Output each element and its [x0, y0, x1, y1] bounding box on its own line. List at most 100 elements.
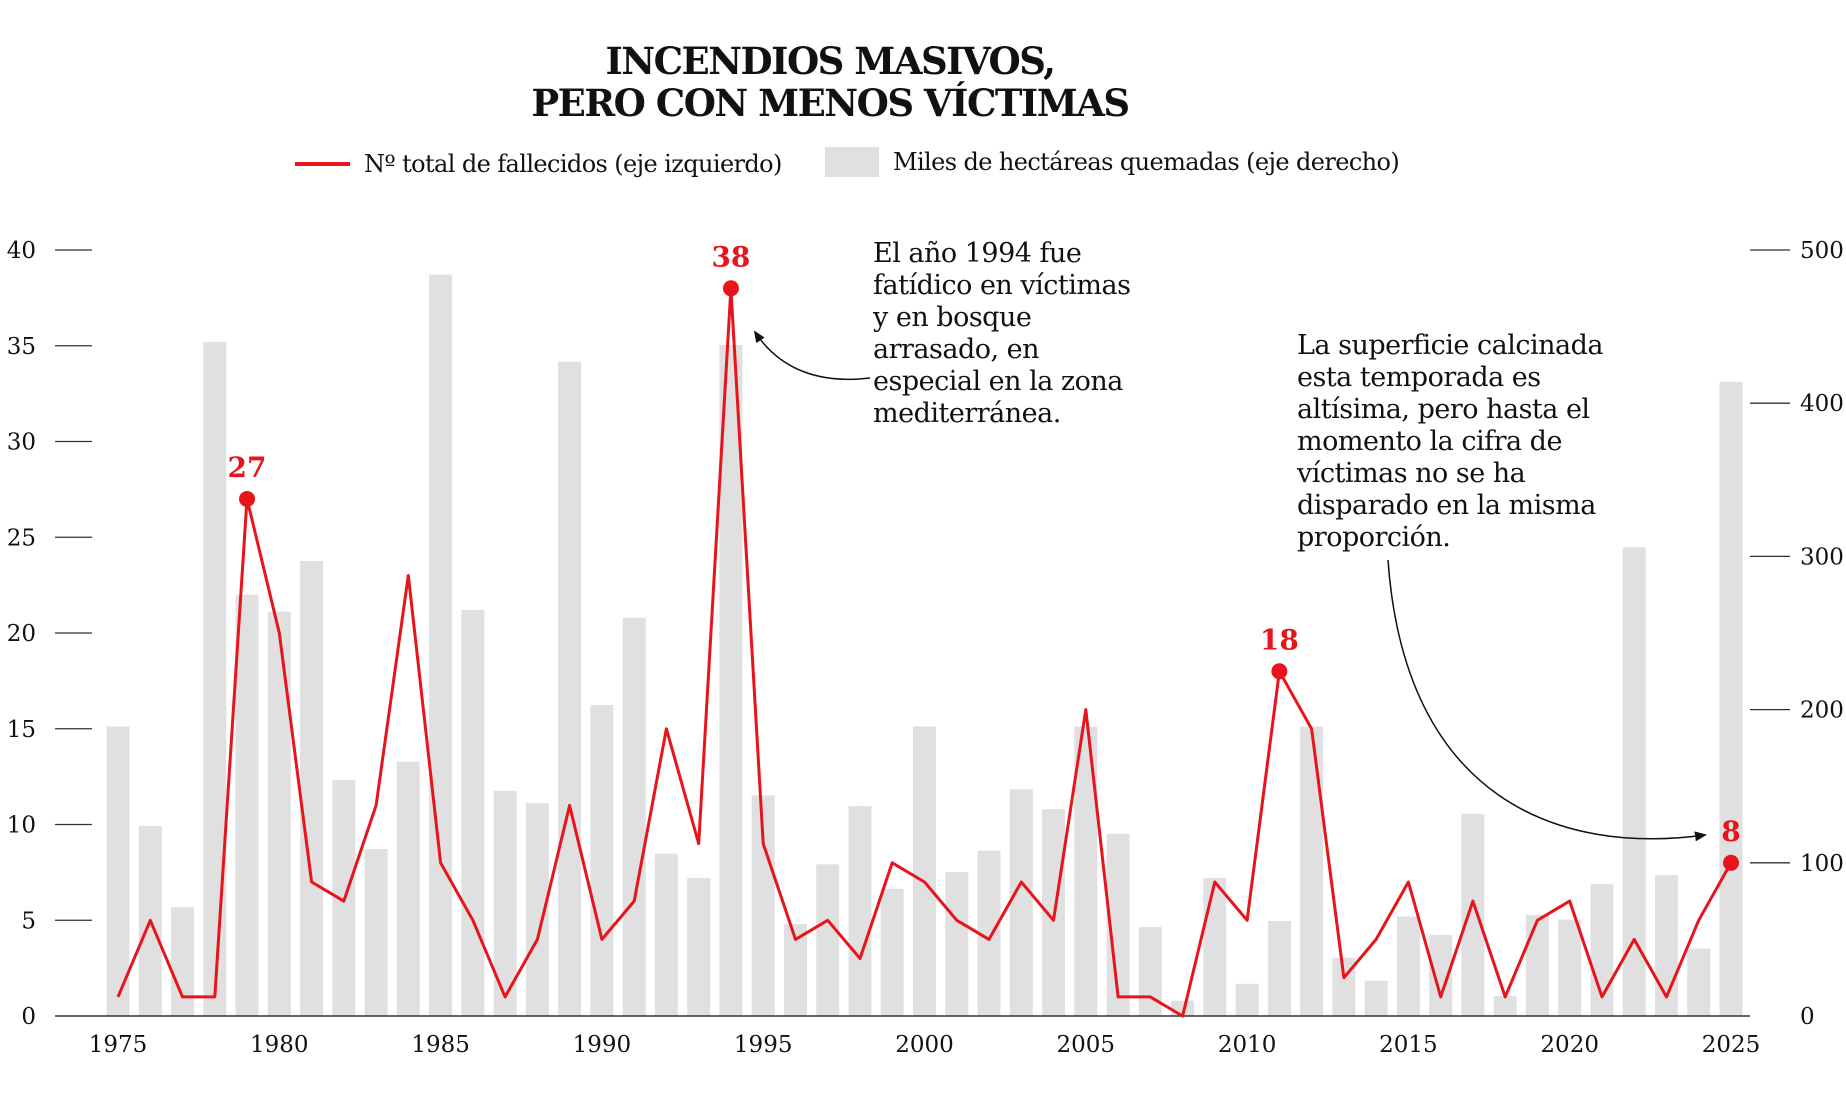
- bar-hectares-1978: [203, 341, 227, 1016]
- bar-hectares-1975: [106, 726, 130, 1016]
- y-left-tick-label-25: 25: [7, 525, 36, 551]
- annotation-1994-line-6: mediterránea.: [873, 398, 1061, 429]
- data-label-2011: 18: [1260, 623, 1299, 656]
- bar-hectares-2000: [913, 726, 936, 1016]
- x-tick-label-2015: 2015: [1379, 1032, 1438, 1058]
- annotation-1994-line-1: El año 1994 fue: [873, 238, 1082, 269]
- bar-hectares-1996: [784, 924, 807, 1016]
- y-right-tick-label-300: 300: [1800, 544, 1844, 570]
- bar-hectares-1995: [751, 795, 775, 1016]
- title-line-2: PERO CON MENOS VÍCTIMAS: [531, 81, 1130, 125]
- data-label-1994: 38: [711, 240, 750, 273]
- bar-hectares-1986: [461, 610, 485, 1016]
- x-tick-label-2010: 2010: [1218, 1032, 1277, 1058]
- bar-hectares-2015: [1396, 916, 1420, 1016]
- y-right-tick-label-0: 0: [1800, 1004, 1815, 1030]
- annotation-2025-line-3: altísima, pero hasta el: [1297, 394, 1590, 425]
- bar-hectares-2024: [1687, 948, 1711, 1016]
- annotation-1994: El año 1994 fue fatídico en víctimas y e…: [873, 238, 1131, 430]
- x-tick-label-1985: 1985: [411, 1032, 470, 1058]
- bar-hectares-2002: [977, 850, 1001, 1016]
- bar-hectares-2005: [1074, 726, 1098, 1016]
- line-deaths: [116, 286, 1733, 1018]
- bar-hectares-1997: [816, 864, 840, 1016]
- y-right-tick-label-100: 100: [1800, 851, 1844, 877]
- bar-hectares-1984: [396, 761, 420, 1016]
- annotation-1994-line-5: especial en la zona: [873, 366, 1123, 397]
- bar-hectares-2003: [1009, 789, 1033, 1016]
- annotation-2025-line-4: momento la cifra de: [1297, 426, 1562, 457]
- bar-hectares-1991: [622, 617, 646, 1016]
- bar-hectares-2014: [1364, 980, 1388, 1016]
- annotation-1994-line-3: y en bosque: [873, 302, 1032, 333]
- bar-hectares-2010: [1235, 983, 1259, 1016]
- y-left-tick-label-40: 40: [7, 238, 36, 264]
- bar-hectares-2006: [1106, 833, 1130, 1016]
- y-left-tick-label-15: 15: [7, 717, 36, 743]
- annotation-2025-line-7: proporción.: [1297, 522, 1451, 553]
- bar-hectares-1987: [493, 790, 517, 1016]
- point-deaths-2011: [1271, 663, 1288, 680]
- annotation-arrow-2025: [1387, 559, 1707, 842]
- x-tick-label-1990: 1990: [573, 1032, 632, 1058]
- point-deaths-2025: [1723, 854, 1739, 871]
- bar-hectares-1994: [719, 345, 743, 1016]
- legend-label-hectares: Miles de hectáreas quemadas (eje derecho…: [893, 148, 1400, 176]
- legend-label-deaths: Nº total de fallecidos (eje izquierdo): [364, 150, 782, 178]
- y-left-tick-label-35: 35: [7, 334, 36, 360]
- data-label-2025: 8: [1721, 815, 1740, 848]
- bar-hectares-2022: [1622, 547, 1646, 1016]
- legend-line-swatch: [295, 162, 350, 166]
- y-right-tick-label-200: 200: [1800, 698, 1844, 724]
- point-deaths-1979: [239, 490, 256, 507]
- data-label-1979: 27: [228, 451, 267, 484]
- bar-hectares-1998: [848, 806, 872, 1016]
- annotation-arrow-1994: [753, 330, 871, 381]
- annotation-1994-line-2: fatídico en víctimas: [873, 270, 1131, 301]
- chart-title: INCENDIOS MASIVOS, PERO CON MENOS VÍCTIM…: [0, 40, 1660, 124]
- bar-hectares-2025: [1719, 381, 1743, 1016]
- annotation-1994-line-4: arrasado, en: [873, 334, 1040, 365]
- x-tick-label-2005: 2005: [1057, 1032, 1116, 1058]
- bar-hectares-2018: [1493, 996, 1517, 1016]
- bar-hectares-1988: [525, 803, 549, 1016]
- bar-hectares-2007: [1138, 927, 1162, 1016]
- y-left-tick-label-20: 20: [7, 621, 36, 647]
- x-tick-label-2000: 2000: [895, 1032, 954, 1058]
- bar-hectares-2016: [1429, 934, 1453, 1016]
- bar-hectares-2011: [1267, 921, 1291, 1016]
- y-right-tick-label-400: 400: [1800, 391, 1844, 417]
- bar-hectares-1989: [558, 361, 582, 1016]
- point-deaths-1994: [722, 280, 739, 297]
- annotation-2025-line-1: La superficie calcinada: [1297, 330, 1603, 361]
- bar-hectares-1992: [654, 853, 678, 1016]
- annotation-2025-line-5: víctimas no se ha: [1297, 458, 1526, 489]
- bar-hectares-1980: [267, 611, 291, 1016]
- y-left-tick-label-5: 5: [21, 908, 36, 934]
- legend-item-hectares: Miles de hectáreas quemadas (eje derecho…: [825, 147, 1400, 177]
- bar-hectares-2012: [1300, 726, 1324, 1016]
- bar-hectares-1983: [364, 849, 388, 1016]
- bar-hectares-1981: [300, 561, 324, 1016]
- x-tick-label-1975: 1975: [89, 1032, 148, 1058]
- bar-hectares-1979: [235, 594, 259, 1016]
- bar-hectares-2020: [1558, 919, 1582, 1016]
- bar-hectares-1999: [880, 888, 904, 1016]
- legend-item-deaths: Nº total de fallecidos (eje izquierdo): [295, 150, 782, 178]
- bar-hectares-2019: [1525, 914, 1549, 1016]
- y-right-tick-label-500: 500: [1800, 238, 1844, 264]
- bar-hectares-2017: [1461, 813, 1485, 1016]
- annotation-2025-line-6: disparado en la misma: [1297, 490, 1596, 521]
- y-left-tick-label-0: 0: [21, 1004, 36, 1030]
- bar-hectares-2001: [945, 872, 969, 1016]
- bar-hectares-1990: [590, 705, 614, 1016]
- bar-hectares-1985: [429, 274, 453, 1016]
- x-tick-label-2020: 2020: [1540, 1032, 1599, 1058]
- x-tick-label-1995: 1995: [734, 1032, 793, 1058]
- bar-hectares-2009: [1203, 878, 1227, 1016]
- legend-bar-swatch: [825, 147, 879, 177]
- x-tick-label-1980: 1980: [250, 1032, 309, 1058]
- bar-hectares-1993: [687, 878, 711, 1016]
- y-left-tick-label-30: 30: [7, 430, 36, 456]
